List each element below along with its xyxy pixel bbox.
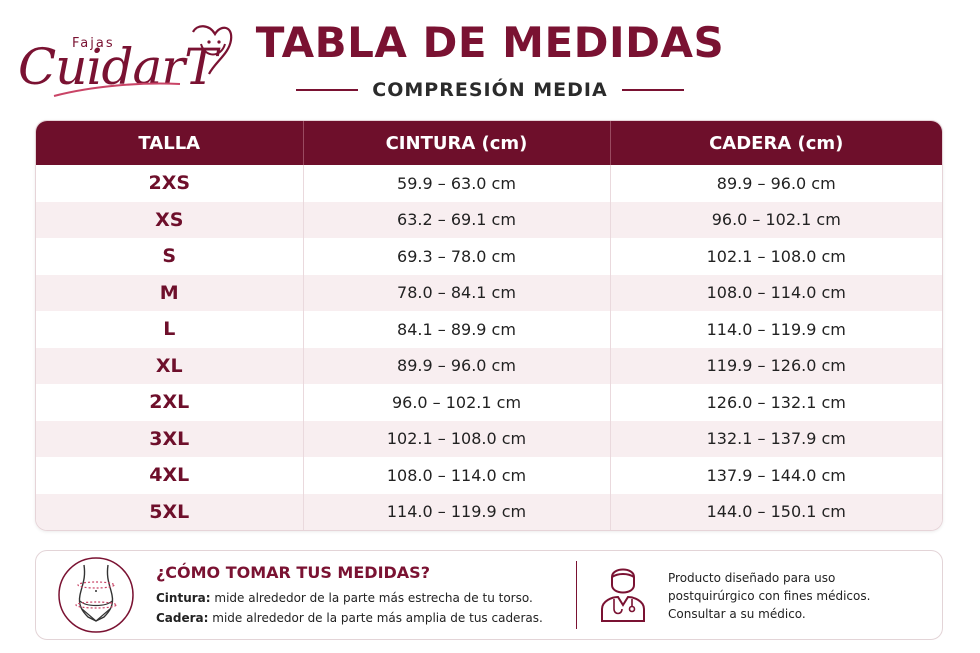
hip-label: Cadera:: [156, 611, 209, 625]
subtitle-row: COMPRESIÓN MEDIA: [0, 78, 980, 102]
footer-divider: [576, 561, 577, 629]
hip-cell: 119.9 – 126.0 cm: [706, 356, 846, 376]
waist-cell: 102.1 – 108.0 cm: [303, 420, 611, 457]
page-title: TABLA DE MEDIDAS: [255, 18, 725, 67]
table-row: S 69.3 – 78.0 cm 102.1 – 108.0 cm: [36, 238, 942, 275]
measure-instructions: ¿CÓMO TOMAR TUS MEDIDAS? Cintura: mide a…: [35, 550, 943, 640]
table-row: L 84.1 – 89.9 cm 114.0 – 119.9 cm: [36, 311, 942, 348]
table-row: 5XL 114.0 – 119.9 cm 144.0 – 150.1 cm: [36, 493, 942, 530]
size-cell: 5XL: [36, 493, 304, 530]
waist-cell: 59.9 – 63.0 cm: [303, 165, 611, 202]
size-cell: 4XL: [36, 457, 304, 494]
size-cell: XL: [36, 347, 304, 384]
hip-cell: 102.1 – 108.0 cm: [706, 246, 846, 266]
waist-text: mide alrededor de la parte más estrecha …: [214, 591, 533, 605]
waist-cell: 78.0 – 84.1 cm: [303, 274, 611, 311]
swoosh-icon: [53, 82, 181, 97]
hip-cell: 126.0 – 132.1 cm: [706, 392, 846, 412]
table-row: 3XL 102.1 – 108.0 cm 132.1 – 137.9 cm: [36, 420, 942, 457]
table-row: M 78.0 – 84.1 cm 108.0 – 114.0 cm: [36, 274, 942, 311]
size-cell: S: [36, 238, 304, 275]
size-cell: XS: [36, 201, 304, 238]
hip-instruction: Cadera: mide alrededor de la parte más a…: [156, 611, 543, 625]
waist-instruction: Cintura: mide alrededor de la parte más …: [156, 591, 533, 605]
waist-cell: 89.9 – 96.0 cm: [303, 347, 611, 384]
size-table: TALLA CINTURA (cm) CADERA (cm) 2XS 59.9 –…: [35, 120, 943, 531]
size-cell: M: [36, 274, 304, 311]
medical-disclaimer: Producto diseñado para uso postquirúrgic…: [668, 569, 928, 623]
hip-text: mide alrededor de la parte más amplia de…: [212, 611, 543, 625]
brand-logo: Fajas CuidarT: [12, 8, 237, 113]
hip-cell: 89.9 – 96.0 cm: [716, 173, 836, 193]
divider-line-right: [621, 89, 684, 91]
waist-cell: 84.1 – 89.9 cm: [303, 311, 611, 348]
size-cell: 2XL: [36, 384, 304, 421]
column-header-waist: CINTURA (cm): [303, 121, 611, 165]
table-row: 4XL 108.0 – 114.0 cm 137.9 – 144.0 cm: [36, 457, 942, 494]
hip-cell: 137.9 – 144.0 cm: [706, 465, 846, 485]
table-row: XS 63.2 – 69.1 cm 96.0 – 102.1 cm: [36, 201, 942, 238]
column-header-hip: CADERA (cm): [709, 132, 844, 154]
hip-cell: 144.0 – 150.1 cm: [706, 502, 846, 522]
page-subtitle: COMPRESIÓN MEDIA: [372, 79, 608, 101]
disclaimer-line: Consultar a su médico.: [668, 607, 806, 621]
hip-cell: 132.1 – 137.9 cm: [706, 429, 846, 449]
disclaimer-line: postquirúrgico con fines médicos.: [668, 589, 871, 603]
body-measure-icon: [58, 557, 134, 633]
heart-face-icon: [192, 25, 233, 75]
table-row: 2XL 96.0 – 102.1 cm 126.0 – 132.1 cm: [36, 384, 942, 421]
waist-label: Cintura:: [156, 591, 211, 605]
doctor-icon: [601, 568, 645, 622]
how-to-measure-title: ¿CÓMO TOMAR TUS MEDIDAS?: [156, 563, 430, 582]
table-header-row: TALLA CINTURA (cm) CADERA (cm): [36, 121, 942, 165]
divider-line-left: [296, 89, 359, 91]
table-row: 2XS 59.9 – 63.0 cm 89.9 – 96.0 cm: [36, 165, 942, 202]
waist-cell: 96.0 – 102.1 cm: [303, 384, 611, 421]
brand-small-text: Fajas: [72, 36, 115, 51]
hip-cell: 96.0 – 102.1 cm: [711, 210, 841, 230]
table-row: XL 89.9 – 96.0 cm 119.9 – 126.0 cm: [36, 347, 942, 384]
waist-cell: 114.0 – 119.9 cm: [303, 493, 611, 530]
size-cell: L: [36, 311, 304, 348]
size-cell: 3XL: [36, 420, 304, 457]
hip-cell: 108.0 – 114.0 cm: [706, 283, 846, 303]
waist-cell: 69.3 – 78.0 cm: [303, 238, 611, 275]
disclaimer-line: Producto diseñado para uso: [668, 571, 836, 585]
hip-cell: 114.0 – 119.9 cm: [706, 319, 846, 339]
waist-cell: 108.0 – 114.0 cm: [303, 457, 611, 494]
column-header-size: TALLA: [36, 121, 304, 165]
waist-cell: 63.2 – 69.1 cm: [303, 201, 611, 238]
size-cell: 2XS: [36, 165, 304, 202]
